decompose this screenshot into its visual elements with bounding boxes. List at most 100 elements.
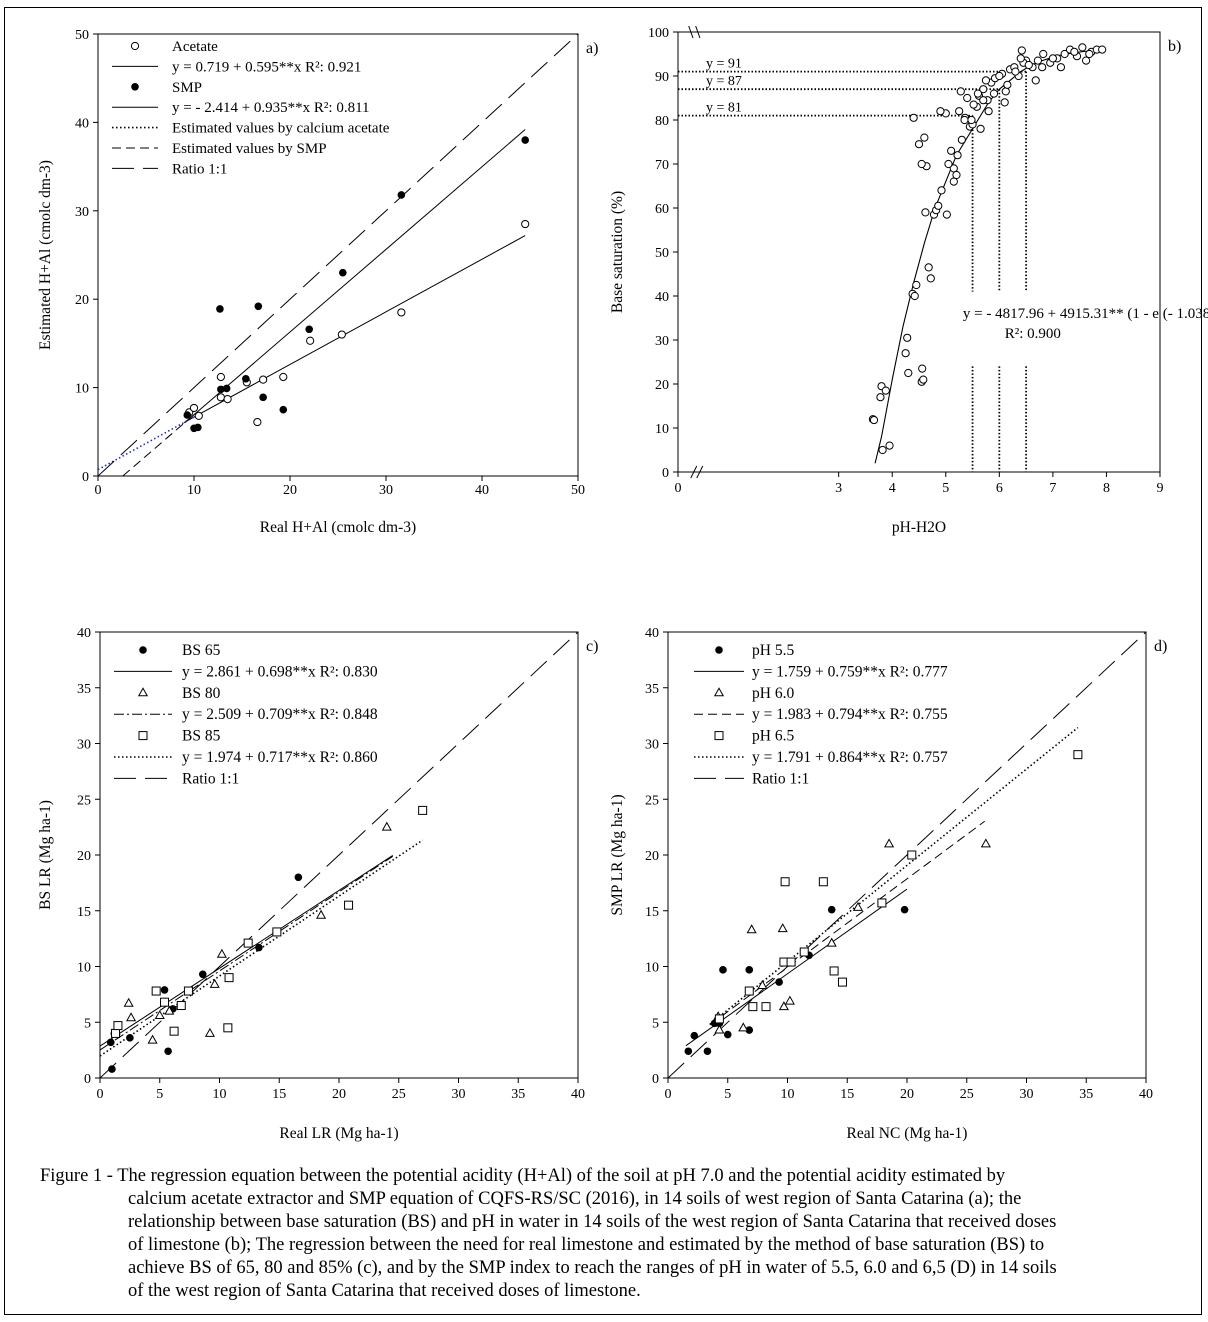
data-point — [786, 957, 796, 967]
y-tick-label: 35 — [645, 682, 659, 697]
regression-line-2 — [709, 820, 985, 1026]
x-tick-label: 35 — [1079, 1087, 1093, 1102]
data-point — [748, 1002, 758, 1012]
data-point — [921, 208, 930, 217]
data-point — [869, 415, 879, 425]
data-point — [223, 394, 232, 404]
reference-label: y = 91 — [706, 57, 742, 72]
data-point — [799, 947, 809, 957]
data-point — [397, 308, 406, 317]
x-tick-label: 20 — [332, 1087, 346, 1102]
data-point — [217, 385, 225, 394]
data-point — [909, 113, 918, 122]
data-point — [272, 927, 282, 937]
data-point — [784, 995, 795, 1005]
legend-label: BS 80 — [182, 685, 221, 702]
y-tick-label: 30 — [645, 738, 659, 753]
data-point — [976, 124, 985, 133]
data-point — [1000, 98, 1009, 107]
legend-marker — [138, 731, 148, 741]
caption-line-1: Figure 1 - The regression equation betwe… — [40, 1166, 1006, 1186]
data-point — [684, 1047, 693, 1056]
data-point — [957, 135, 966, 144]
data-point — [881, 386, 890, 395]
y-tick-label: 25 — [645, 793, 659, 808]
data-point — [944, 159, 953, 169]
y-tick-label: 50 — [655, 246, 669, 261]
data-point — [344, 900, 354, 910]
data-point — [243, 938, 253, 948]
x-tick-label: 8 — [1103, 481, 1110, 496]
caption-line-3: relationship between base saturation (BS… — [128, 1212, 1057, 1232]
data-point — [123, 997, 134, 1007]
x-tick-label: 9 — [1157, 481, 1164, 496]
y-axis-label: Estimated H+Al (cmolc dm-3) — [37, 160, 54, 350]
legend-label: Estimated values by SMP — [172, 141, 327, 157]
data-point — [818, 877, 828, 887]
regression-line-3 — [709, 726, 1079, 1025]
x-tick-label: 10 — [781, 1087, 795, 1102]
data-point — [936, 107, 945, 116]
chart-panel-1: 0 10 20 30 40 50 0 10 20 30 40 50 Real H+Al (cmolc d… — [37, 28, 598, 536]
data-point — [223, 1023, 233, 1033]
legend-label: pH 5.5 — [752, 642, 794, 659]
data-point — [1024, 60, 1033, 70]
x-tick-label: 25 — [960, 1087, 974, 1102]
data-point — [703, 1047, 712, 1056]
data-point — [204, 1027, 215, 1037]
data-point — [216, 305, 224, 313]
y-axis-label: BS LR (Mg ha-1) — [37, 800, 54, 910]
y-tick-label: 15 — [645, 905, 659, 920]
data-point — [989, 89, 999, 98]
data-point — [1098, 45, 1107, 54]
caption-line-5: achieve BS of 65, 80 and 85% (c), and by… — [128, 1258, 1057, 1278]
figure-frame — [4, 7, 1202, 1315]
y-tick-label: 30 — [75, 205, 89, 220]
data-point — [418, 805, 428, 815]
legend-label: BS 65 — [182, 642, 221, 659]
data-point — [126, 1034, 134, 1042]
data-point — [151, 986, 161, 996]
figure-caption: Figure 1 - The regression equation betwe… — [40, 1165, 1190, 1303]
data-point — [242, 374, 250, 383]
x-tick-label: 50 — [571, 483, 585, 498]
legend-label: SMP — [172, 80, 202, 96]
data-point — [1017, 46, 1026, 55]
y-tick-label: 40 — [645, 626, 659, 641]
data-point — [189, 403, 199, 413]
y-tick-label: 10 — [645, 961, 659, 976]
data-point — [521, 136, 529, 144]
y-tick-label: 20 — [77, 849, 91, 864]
data-point — [761, 1002, 771, 1012]
data-point — [953, 151, 962, 160]
legend: pH 5.5 y = 1.759 + 0.759**x R²: 0.777 pH 6… — [694, 642, 948, 787]
data-point — [757, 979, 768, 989]
data-point — [183, 986, 193, 996]
data-point — [690, 1031, 699, 1040]
data-point — [829, 966, 839, 976]
data-point — [980, 838, 991, 848]
series-1 — [106, 873, 303, 1073]
legend-label: Ratio 1:1 — [752, 770, 809, 787]
y-axis-label: SMP LR (Mg ha-1) — [609, 794, 626, 915]
legend-marker — [715, 646, 723, 654]
regression-line-1 — [184, 235, 526, 423]
x-tick-label: 15 — [840, 1087, 854, 1102]
y-tick-label: 35 — [77, 682, 91, 697]
x-axis-label: pH-H2O — [892, 519, 946, 536]
regression-line-2 — [100, 855, 394, 1051]
x-tick-label: 25 — [392, 1087, 406, 1102]
data-point — [1078, 43, 1087, 52]
data-point — [1073, 750, 1083, 760]
series-3 — [111, 805, 428, 1038]
data-point — [169, 1026, 179, 1036]
series-3 — [714, 750, 1083, 1024]
y-tick-label: 0 — [82, 470, 89, 485]
data-point — [111, 1028, 121, 1038]
y-tick-label: 10 — [75, 382, 89, 397]
data-point — [912, 280, 921, 290]
data-point — [910, 291, 919, 301]
data-point — [878, 445, 887, 455]
data-point — [884, 838, 895, 848]
